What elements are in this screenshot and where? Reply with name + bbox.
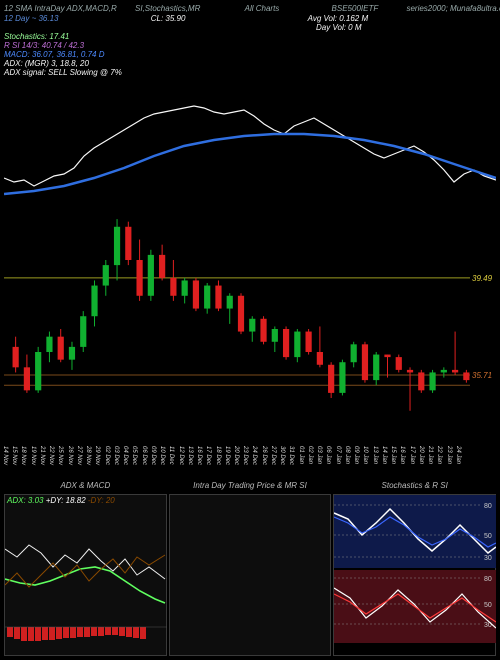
x-tick-label: 24 Jan <box>455 446 461 464</box>
header-info: 12 SMA IntraDay ADX,MACD,R SI,Stochastic… <box>4 4 496 84</box>
hdr-top-mid2: BSE500IETF <box>332 4 379 13</box>
x-tick-label: 30 Dec <box>279 446 285 465</box>
adx-chart <box>5 509 167 657</box>
panel-intraday: Intra Day Trading Price & MR SI <box>169 494 332 656</box>
x-tick-label: 06 Jan <box>325 446 331 464</box>
hdr-dayvol: Day Vol: 0 M <box>316 23 362 32</box>
panel-adx-title: ADX & MACD <box>5 481 166 490</box>
x-tick-label: 22 Nov <box>48 446 54 465</box>
x-tick-label: 27 Dec <box>270 446 276 465</box>
x-tick-label: 16 Jan <box>399 446 405 464</box>
x-tick-label: 31 Dec <box>288 446 294 465</box>
stoch-chart: 805030805030 <box>334 495 496 643</box>
hdr-avgvol: Avg Vol: 0.162 M <box>308 14 368 23</box>
bottom-panels: ADX & MACD ADX: 3.03 +DY: 18.82 -DY: 20 … <box>4 494 496 656</box>
x-tick-label: 20 Dec <box>233 446 239 465</box>
hdr-rsi: R SI 14/3: 40.74 / 42.3 <box>4 41 84 50</box>
x-tick-label: 21 Jan <box>427 446 433 464</box>
x-tick-label: 16 Dec <box>196 446 202 465</box>
x-tick-label: 03 Jan <box>316 446 322 464</box>
panel-adx-subtitle: ADX: 3.03 +DY: 18.82 -DY: 20 <box>7 496 115 505</box>
x-tick-label: 10 Jan <box>362 446 368 464</box>
panel-stoch-title: Stochastics & R SI <box>334 481 495 490</box>
hdr-stoch: Stochastics: 17.41 <box>4 32 69 41</box>
panel-intra-title: Intra Day Trading Price & MR SI <box>170 481 331 490</box>
x-tick-label: 17 Dec <box>205 446 211 465</box>
x-tick-label: 17 Jan <box>409 446 415 464</box>
x-tick-label: 05 Dec <box>131 446 137 465</box>
svg-text:80: 80 <box>484 503 492 510</box>
x-tick-label: 07 Jan <box>335 446 341 464</box>
x-tick-label: 20 Jan <box>418 446 424 464</box>
svg-text:39.49: 39.49 <box>472 274 493 283</box>
x-tick-label: 23 Jan <box>446 446 452 464</box>
x-tick-label: 23 Dec <box>242 446 248 465</box>
svg-text:35.71: 35.71 <box>472 371 492 380</box>
x-tick-label: 11 Dec <box>168 446 174 465</box>
x-tick-label: 18 Dec <box>215 446 221 465</box>
hdr-top-mid1: All Charts <box>245 4 280 13</box>
x-tick-label: 29 Nov <box>94 446 100 465</box>
x-tick-label: 03 Dec <box>113 446 119 465</box>
hdr-cl: CL: 35.90 <box>151 14 186 23</box>
x-tick-label: 26 Nov <box>67 446 73 465</box>
top-line-chart <box>4 96 496 206</box>
hdr-sma: 12 Day ~ 36.13 <box>4 14 58 23</box>
x-tick-label: 12 Dec <box>178 446 184 465</box>
x-tick-label: 18 Nov <box>20 446 26 465</box>
svg-text:80: 80 <box>484 576 492 583</box>
hdr-top-right1: series2000; Munafa8ultra.com <box>406 4 500 13</box>
x-tick-label: 01 Jan <box>298 446 304 464</box>
x-tick-label: 26 Dec <box>261 446 267 465</box>
x-tick-label: 14 Nov <box>2 446 8 465</box>
hdr-top-left2: SI,Stochastics,MR <box>135 4 200 13</box>
x-tick-label: 27 Nov <box>76 446 82 465</box>
hdr-macd: MACD: 36.07, 36.81, 0.74 D <box>4 50 105 59</box>
x-tick-label: 09 Jan <box>353 446 359 464</box>
x-tick-label: 28 Nov <box>85 446 91 465</box>
x-tick-label: 22 Jan <box>436 446 442 464</box>
x-tick-label: 08 Jan <box>344 446 350 464</box>
x-tick-label: 06 Dec <box>141 446 147 465</box>
x-tick-label: 04 Dec <box>122 446 128 465</box>
x-tick-label: 19 Nov <box>30 446 36 465</box>
panel-stochastics: Stochastics & R SI 805030805030 <box>333 494 496 656</box>
candlestick-chart: 39.49 35.71 <box>4 214 496 444</box>
x-tick-label: 24 Dec <box>251 446 257 465</box>
x-tick-label: 15 Nov <box>11 446 17 465</box>
hdr-top-left1: 12 SMA IntraDay ADX,MACD,R <box>4 4 117 13</box>
x-tick-label: 25 Nov <box>57 446 63 465</box>
x-tick-label: 13 Jan <box>372 446 378 464</box>
page-root: 12 SMA IntraDay ADX,MACD,R SI,Stochastic… <box>0 0 500 660</box>
x-tick-label: 02 Jan <box>307 446 313 464</box>
hdr-adxsig: ADX signal: SELL Slowing @ 7% <box>4 68 122 77</box>
line-chart-panel <box>4 96 496 206</box>
x-tick-label: 13 Dec <box>187 446 193 465</box>
svg-text:50: 50 <box>484 602 492 609</box>
x-tick-label: 14 Jan <box>381 446 387 464</box>
hdr-adx: ADX: (MGR) 3, 18.8, 20 <box>4 59 89 68</box>
x-tick-label: 02 Dec <box>104 446 110 465</box>
candle-chart-panel: 39.4935.71 14 Nov15 Nov18 Nov19 Nov21 No… <box>4 214 496 444</box>
x-tick-label: 15 Jan <box>390 446 396 464</box>
panel-adx-macd: ADX & MACD ADX: 3.03 +DY: 18.82 -DY: 20 <box>4 494 167 656</box>
x-tick-label: 09 Dec <box>150 446 156 465</box>
x-tick-label: 19 Dec <box>224 446 230 465</box>
svg-text:30: 30 <box>484 555 492 562</box>
x-tick-label: 10 Dec <box>159 446 165 465</box>
x-tick-label: 21 Nov <box>39 446 45 465</box>
svg-text:50: 50 <box>484 533 492 540</box>
